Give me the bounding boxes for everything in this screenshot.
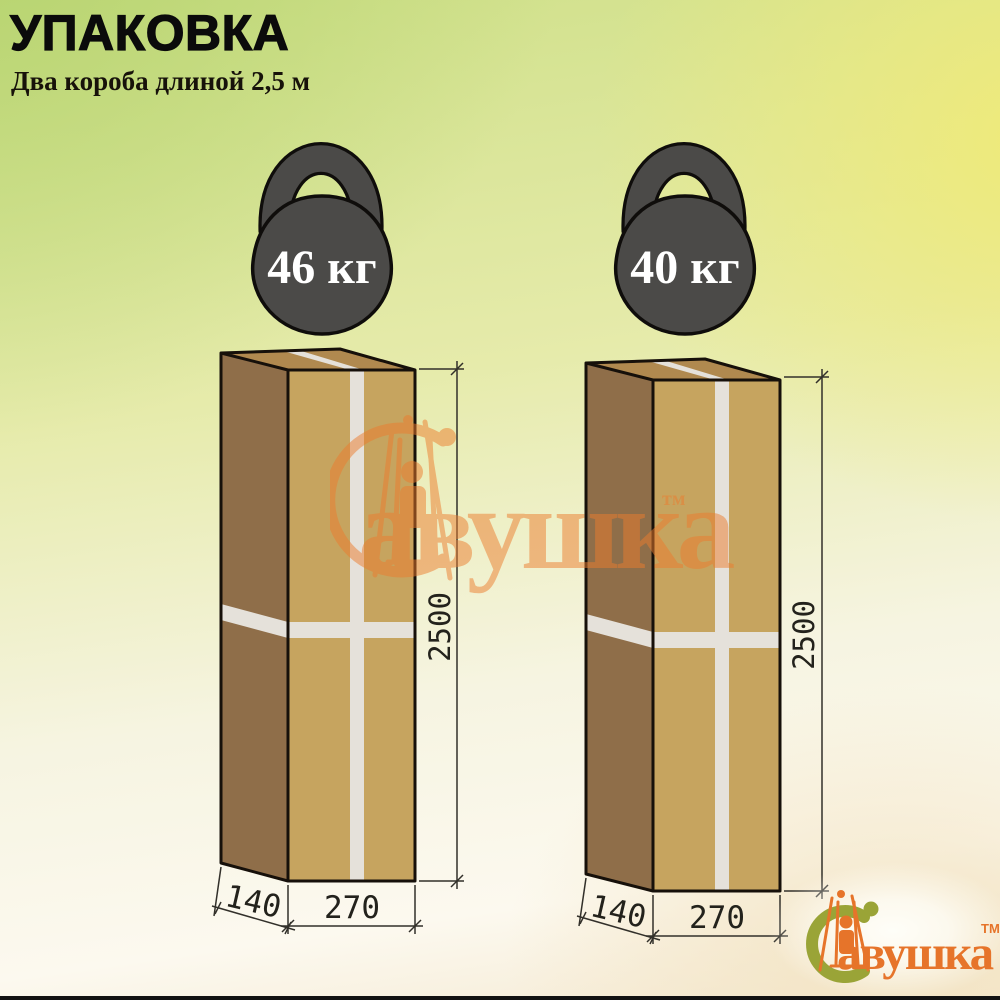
kettlebell-left-body <box>250 194 394 336</box>
page-subtitle: Два короба длиной 2,5 м <box>11 66 310 96</box>
box-left-outline <box>219 347 417 883</box>
box-left-height-label: 2500 <box>423 592 457 662</box>
bottom-border-line <box>0 996 1000 1000</box>
logo-tm: ТМ <box>981 921 1000 936</box>
logo-swing-icon <box>806 890 879 983</box>
box-left-depth-label: 140 <box>222 878 285 926</box>
page-title: УПАКОВКА <box>9 4 290 61</box>
logo-c-arc <box>806 905 870 983</box>
box-left <box>219 347 417 883</box>
logo-swing-knob <box>837 890 845 898</box>
kettlebell-right-handle <box>624 145 744 233</box>
box-left-tape-horizontal <box>288 622 415 638</box>
logo-swing <box>818 894 870 972</box>
brand-logo: авушка ТМ <box>795 882 1000 994</box>
weight-label-left: 46 кг <box>267 241 377 294</box>
logo-glow <box>768 862 1000 1000</box>
box-left-tape-side <box>221 604 288 638</box>
kettlebell-right-icon <box>613 142 757 336</box>
box-right-height-label: 2500 <box>787 600 821 670</box>
box-left-dimensions <box>211 361 464 935</box>
logo-brand-text: авушка <box>837 925 994 980</box>
box-right <box>584 357 782 893</box>
box-left-tape-top <box>283 350 364 370</box>
box-right-tape-side <box>586 614 653 648</box>
kettlebell-right-body <box>613 194 757 336</box>
box-right-width-label: 270 <box>689 900 745 936</box>
box-right-tape-horizontal <box>653 632 780 648</box>
box-right-outline <box>584 357 782 893</box>
box-left-width-label: 270 <box>324 890 380 926</box>
logo-child-body <box>839 930 854 954</box>
box-right-depth-label: 140 <box>587 888 650 936</box>
kettlebell-left-icon <box>250 142 394 336</box>
logo-child-head <box>839 915 853 929</box>
box-right-tape-top <box>648 360 729 380</box>
kettlebell-left-handle <box>261 145 381 233</box>
logo-c-ball <box>863 901 879 917</box>
weight-label-right: 40 кг <box>630 241 740 294</box>
